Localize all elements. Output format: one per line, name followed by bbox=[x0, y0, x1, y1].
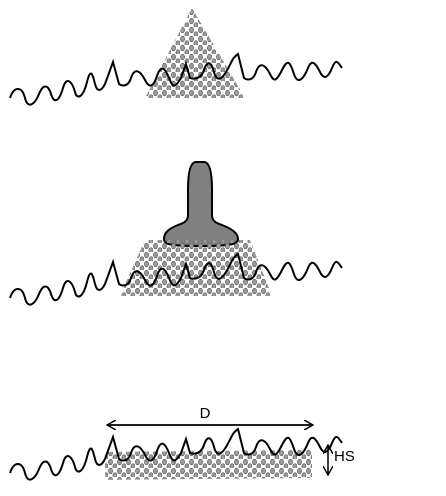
tool bbox=[162, 161, 240, 248]
powder-pile bbox=[120, 240, 272, 296]
width-label: D bbox=[200, 405, 211, 422]
powder-cone bbox=[145, 8, 245, 98]
powder-layer bbox=[105, 450, 312, 480]
height-label: HS bbox=[334, 448, 355, 465]
rough-surface bbox=[9, 52, 343, 106]
